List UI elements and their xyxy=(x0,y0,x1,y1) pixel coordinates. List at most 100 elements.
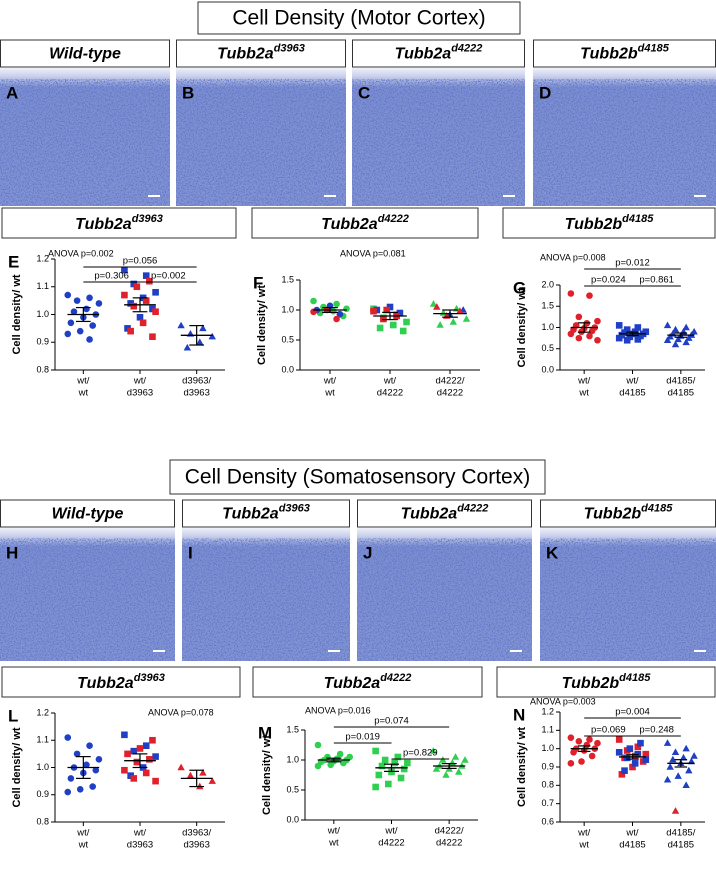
y-tick-label: 1.5 xyxy=(281,274,294,284)
y-tick-label: 1.0 xyxy=(36,762,49,772)
data-point xyxy=(152,289,159,296)
y-tick-label: 1.1 xyxy=(36,281,49,291)
image-label-box xyxy=(352,39,525,68)
chart-title-box xyxy=(251,207,479,239)
gene: Tubb2a xyxy=(77,675,134,692)
data-point xyxy=(671,325,680,333)
data-point xyxy=(682,323,690,331)
data-point xyxy=(186,771,195,779)
data-point xyxy=(629,763,636,771)
x-tick-label: d3963/ xyxy=(182,828,211,839)
data-point xyxy=(343,305,350,313)
data-point xyxy=(133,758,141,766)
data-point xyxy=(615,334,623,342)
data-point xyxy=(136,745,144,752)
data-point xyxy=(666,763,674,770)
data-point xyxy=(615,749,623,756)
data-point xyxy=(89,322,96,329)
data-point xyxy=(634,336,642,343)
data-point xyxy=(92,766,100,774)
data-point xyxy=(83,305,90,313)
histology-texture xyxy=(0,79,170,206)
data-point xyxy=(333,315,340,323)
panel-letter: D xyxy=(539,83,551,102)
data-point xyxy=(378,762,386,770)
y-tick-label: 1.0 xyxy=(36,309,49,319)
x-tick-label: wt xyxy=(324,388,335,399)
data-point xyxy=(152,753,159,760)
y-tick-label: 1.1 xyxy=(36,735,49,745)
allele: d4222 xyxy=(451,42,482,54)
data-point xyxy=(310,297,317,305)
y-axis-label: Cell density/ wt xyxy=(11,727,23,807)
data-point xyxy=(454,768,463,775)
panel-letter: E xyxy=(8,252,19,271)
data-point xyxy=(586,292,593,299)
y-tick-label: 0.7 xyxy=(541,798,554,808)
image-label-box xyxy=(540,499,716,528)
data-point xyxy=(642,750,650,758)
y-axis-label: Cell density/ wt xyxy=(516,287,528,367)
data-point xyxy=(121,291,128,299)
data-point xyxy=(136,313,144,321)
gene: Tubb2b xyxy=(580,46,638,63)
histology-texture xyxy=(533,79,716,206)
data-point xyxy=(674,772,682,779)
allele: d4185 xyxy=(619,672,651,684)
data-point xyxy=(142,769,150,777)
data-point xyxy=(64,788,72,796)
y-tick-label: 0.5 xyxy=(541,343,554,353)
data-point xyxy=(631,760,639,767)
data-point xyxy=(177,763,185,771)
data-point xyxy=(567,734,575,741)
chart-title: Tubb2bd4185 xyxy=(562,672,652,692)
data-point xyxy=(462,315,471,322)
data-point xyxy=(621,767,628,774)
data-point xyxy=(682,338,690,346)
p-value: p=0.024 xyxy=(591,275,626,286)
data-point xyxy=(142,297,150,304)
panel-letter: H xyxy=(6,543,18,562)
y-tick-label: 0.9 xyxy=(36,337,49,347)
chart-title-box xyxy=(496,666,716,698)
allele: d4222 xyxy=(378,213,409,225)
annotation: ANOVA p=0.002 xyxy=(48,248,114,258)
data-point xyxy=(83,761,90,769)
data-point xyxy=(73,750,81,758)
panel-letter: B xyxy=(182,83,194,102)
x-tick-label: d4222/ xyxy=(435,376,464,387)
data-point xyxy=(336,750,344,758)
x-tick-label: wt xyxy=(78,388,89,399)
data-point xyxy=(73,297,81,304)
data-point xyxy=(177,321,185,329)
histology-texture xyxy=(540,538,716,661)
panel-letter: G xyxy=(513,278,526,297)
p-value: p=0.004 xyxy=(615,707,650,718)
y-axis-label: Cell density/ wt xyxy=(11,274,23,354)
p-value: p=0.861 xyxy=(639,275,674,286)
data-point xyxy=(634,324,642,331)
gene: Tubb2b xyxy=(584,506,642,523)
data-point xyxy=(575,334,583,342)
gene: Tubb2b xyxy=(565,216,623,233)
data-point xyxy=(618,771,626,778)
panel-letter: C xyxy=(358,83,370,102)
y-tick-label: 0.8 xyxy=(36,816,49,826)
data-point xyxy=(146,277,153,285)
data-point xyxy=(64,734,72,741)
data-point xyxy=(196,782,204,790)
data-point xyxy=(183,343,192,351)
data-point xyxy=(623,336,631,344)
data-point xyxy=(567,760,575,767)
annotation: ANOVA p=0.003 xyxy=(530,696,596,706)
data-point xyxy=(586,736,593,743)
data-point xyxy=(663,739,672,746)
data-point xyxy=(130,775,138,782)
panel-letter: J xyxy=(363,543,372,562)
data-point xyxy=(340,759,347,767)
data-point xyxy=(121,266,128,274)
data-point xyxy=(314,762,322,770)
data-point xyxy=(127,327,134,335)
x-tick-label: d3963/ xyxy=(182,376,211,387)
data-point xyxy=(588,752,596,760)
